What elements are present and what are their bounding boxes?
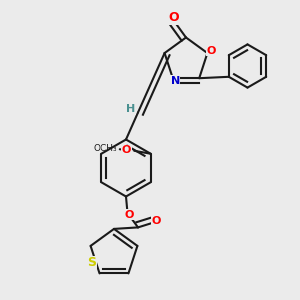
Text: O: O: [206, 46, 216, 56]
Text: S: S: [88, 256, 97, 269]
Text: N: N: [170, 76, 180, 85]
Text: O: O: [169, 11, 179, 24]
Text: O: O: [124, 209, 134, 220]
Text: O: O: [122, 145, 131, 155]
Text: O: O: [151, 216, 161, 226]
Text: OCH₃: OCH₃: [93, 144, 117, 153]
Text: H: H: [126, 104, 135, 115]
